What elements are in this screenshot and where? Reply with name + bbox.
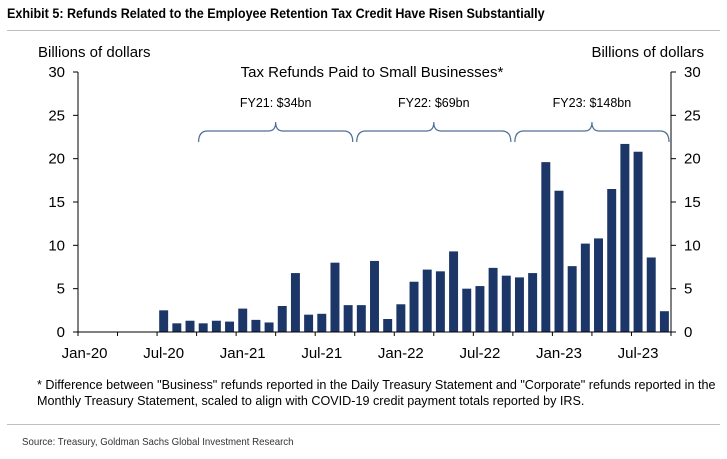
left-axis-unit-label: Billions of dollars (38, 44, 151, 61)
chart-title: Tax Refunds Paid to Small Businesses* (241, 64, 504, 81)
bar-mar-23 (580, 243, 590, 332)
bar-oct-21 (356, 305, 366, 332)
right-y-tick-label: 20 (684, 151, 701, 168)
bar-jul-23 (633, 151, 643, 332)
bar-sep-23 (659, 311, 669, 332)
right-y-tick-label: 30 (684, 64, 701, 81)
bar-jan-22 (396, 304, 406, 332)
bar-jun-22 (462, 288, 472, 332)
bar-nov-21 (370, 260, 379, 332)
bar-aug-23 (646, 257, 656, 332)
fiscal-year-label: FY21: $34bn (240, 96, 312, 110)
bar-mar-21 (264, 322, 274, 332)
bar-dec-20 (225, 321, 235, 332)
bar-oct-20 (198, 323, 208, 332)
x-tick-label: Jul-20 (143, 345, 184, 362)
right-y-tick-label: 25 (684, 107, 701, 124)
fiscal-year-bracket (356, 121, 512, 143)
x-tick-label: Jan-23 (536, 345, 582, 362)
bar-dec-21 (383, 319, 393, 332)
bar-jun-23 (620, 143, 630, 332)
bar-feb-21 (251, 319, 261, 332)
bar-apr-23 (594, 238, 603, 332)
bar-jul-20 (159, 310, 169, 332)
bar-may-21 (290, 273, 300, 332)
bar-jul-22 (475, 286, 485, 332)
bar-aug-22 (488, 267, 498, 332)
bar-series (159, 143, 669, 332)
left-y-tick-label: 20 (48, 151, 65, 168)
left-y-tick-label: 30 (48, 64, 65, 81)
left-y-tick-label: 25 (48, 107, 65, 124)
left-y-tick-label: 15 (48, 194, 65, 211)
bar-nov-22 (528, 273, 538, 332)
bar-feb-23 (567, 266, 577, 332)
bar-sep-22 (501, 275, 511, 332)
x-tick-label: Jan-22 (378, 345, 424, 362)
bar-may-23 (607, 189, 617, 332)
bar-apr-22 (435, 271, 445, 332)
bar-dec-22 (541, 162, 551, 332)
bar-jul-21 (317, 313, 327, 332)
bar-sep-21 (343, 305, 353, 332)
right-y-tick-label: 0 (684, 324, 692, 341)
fiscal-year-label: FY22: $69bn (398, 96, 470, 110)
bar-aug-20 (172, 323, 182, 332)
footnote: * Difference between "Business" refunds … (37, 378, 716, 408)
fiscal-year-brackets: FY21: $34bn FY22: $69bn FY23: $148bn (198, 96, 670, 143)
bar-apr-21 (277, 306, 287, 332)
exhibit-title: Exhibit 5: Refunds Related to the Employ… (7, 6, 545, 21)
bar-sep-20 (185, 320, 195, 332)
bar-aug-21 (330, 262, 340, 332)
title-divider (7, 30, 720, 31)
x-tick-label: Jan-21 (220, 345, 266, 362)
left-y-tick-label: 5 (57, 281, 65, 298)
bar-jan-21 (238, 308, 248, 332)
right-y-tick-label: 5 (684, 281, 692, 298)
bar-mar-22 (422, 269, 432, 332)
fiscal-year-bracket (198, 121, 354, 143)
left-y-tick-label: 0 (57, 324, 65, 341)
bar-chart: Billions of dollars Billions of dollars … (38, 44, 704, 362)
bar-feb-22 (409, 281, 419, 332)
x-tick-label: Jul-23 (618, 345, 659, 362)
right-axis-unit-label: Billions of dollars (591, 44, 704, 61)
x-tick-label: Jul-22 (459, 345, 500, 362)
right-y-tick-label: 10 (684, 237, 701, 254)
left-y-tick-label: 10 (48, 237, 65, 254)
axes: 0 0 5 5 10 10 15 15 20 20 25 25 30 30 Jan-20 Jul-20 Jan-… (48, 64, 700, 362)
bar-jan-23 (554, 190, 564, 332)
bar-may-22 (449, 251, 459, 332)
bar-nov-20 (211, 320, 221, 332)
bar-oct-22 (514, 277, 524, 332)
x-tick-label: Jan-20 (62, 345, 108, 362)
right-y-tick-label: 15 (684, 194, 701, 211)
source-divider (7, 424, 720, 425)
x-tick-label: Jul-21 (301, 345, 342, 362)
fiscal-year-label: FY23: $148bn (553, 96, 632, 110)
bar-jun-21 (304, 314, 314, 332)
fiscal-year-bracket (514, 121, 670, 143)
source-note: Source: Treasury, Goldman Sachs Global I… (22, 436, 294, 448)
